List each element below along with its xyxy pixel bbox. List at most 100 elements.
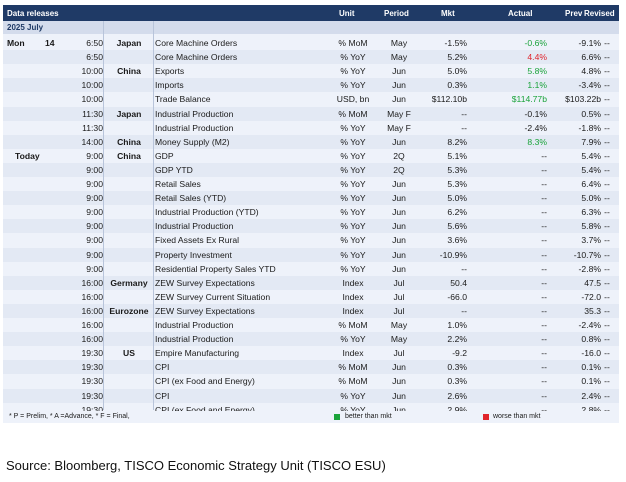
table-row: 19:30 CPI% YoY Jun 2.6% -- 2.4% -- xyxy=(3,388,619,403)
row-actual: -- xyxy=(541,390,547,401)
day-label: Mon xyxy=(7,38,25,48)
row-event: Retail Sales (YTD) xyxy=(155,193,227,204)
row-unit: USD, bn xyxy=(336,94,370,105)
row-actual: 1.1% xyxy=(527,80,547,91)
row-mkt: 5.0% xyxy=(447,193,467,204)
row-unit: % YoY xyxy=(340,207,366,218)
row-revised: -- xyxy=(604,122,610,133)
table-row: 16:00 Industrial Production % YoY May 2.2% --… xyxy=(3,332,619,347)
row-time: 16:00 xyxy=(81,320,103,330)
row-period: Jun xyxy=(392,390,406,401)
row-time: 9:00 xyxy=(86,164,103,175)
row-revised: -- xyxy=(604,52,610,63)
row-mkt: -10.9% xyxy=(439,249,467,260)
row-prev: 6.6% xyxy=(581,52,601,63)
row-event: Industrial Production xyxy=(155,334,234,345)
row-event: Property Investment xyxy=(155,249,232,260)
row-actual: 4.4% xyxy=(527,52,547,63)
row-country: Germany xyxy=(110,277,148,288)
row-unit: % MoM xyxy=(338,362,368,373)
row-mkt: -66.0 xyxy=(447,291,467,302)
row-time: 19:30 xyxy=(81,348,103,359)
row-actual: -0.6% xyxy=(524,38,547,48)
row-event: GDP YTD xyxy=(155,164,193,175)
row-time: 6:50 xyxy=(86,38,103,48)
row-unit: % YoY xyxy=(340,263,366,274)
date-label: 14 xyxy=(45,38,55,48)
row-mkt: -1.5% xyxy=(444,38,467,48)
row-period: May F xyxy=(387,108,411,119)
row-prev: -10.7% xyxy=(573,249,601,260)
footnote-text: * P = Prelim, * A =Advance, * F = Final, xyxy=(9,413,130,420)
row-mkt: 50.4 xyxy=(450,277,467,288)
table-row: 6:50 Japan Core Machine Orders % MoM May -1.5… xyxy=(3,36,619,50)
row-unit: % YoY xyxy=(340,52,366,63)
row-revised: -- xyxy=(604,164,610,175)
row-event: CPI (ex Food and Energy) xyxy=(155,404,255,415)
row-actual: -- xyxy=(541,404,547,415)
table-row: 9:00 Retail Sales (YTD)% YoY Jun 5.0% -- 5.0%… xyxy=(3,191,619,206)
row-actual: -- xyxy=(541,348,547,359)
table-header: Data releases Unit Period Mkt Actual Pre… xyxy=(3,5,619,21)
row-revised: -- xyxy=(604,263,610,274)
row-period: Jun xyxy=(392,136,406,147)
row-actual: -- xyxy=(541,263,547,274)
row-prev: $103.22b xyxy=(565,94,601,105)
header-period: Period xyxy=(384,9,409,18)
row-actual: -- xyxy=(541,221,547,232)
row-period: Jun xyxy=(392,207,406,218)
row-time: 19:30 xyxy=(81,362,103,373)
row-period: Jun xyxy=(392,94,406,105)
row-actual: $114.77b xyxy=(511,94,547,105)
row-period: May F xyxy=(387,122,411,133)
row-time: 9:00 xyxy=(86,150,103,161)
row-event: Retail Sales xyxy=(155,179,201,189)
row-prev: -9.1% xyxy=(578,38,601,48)
row-actual: -- xyxy=(541,291,547,302)
row-unit: % MoM xyxy=(338,320,368,330)
row-prev: 6.3% xyxy=(581,207,601,218)
row-actual: -0.1% xyxy=(524,108,547,119)
today-label: Today xyxy=(15,150,40,161)
row-revised: -- xyxy=(604,277,610,288)
row-time: 10:00 xyxy=(81,94,103,105)
row-prev: 0.8% xyxy=(581,334,601,345)
table-row: 16:00 Industrial Production % MoM May 1.0% --… xyxy=(3,318,619,332)
row-mkt: -9.2 xyxy=(452,348,467,359)
table-row: 19:30 CPI (ex Food and Energy) % MoM Jun 0.3… xyxy=(3,374,619,388)
row-unit: % YoY xyxy=(340,249,366,260)
row-actual: -- xyxy=(541,235,547,246)
row-period: May xyxy=(390,52,408,63)
row-event: Core Machine Orders xyxy=(155,38,238,48)
row-prev: -2.4% xyxy=(578,320,601,330)
row-mkt: $112.10b xyxy=(431,94,467,105)
row-period: Jun xyxy=(392,66,406,77)
row-period: Jun xyxy=(392,179,406,189)
row-time: 16:00 xyxy=(81,277,103,288)
row-revised: -- xyxy=(604,207,610,218)
month-row: 2025 July xyxy=(3,21,619,34)
row-time: 19:30 xyxy=(81,376,103,387)
row-mkt: 5.1% xyxy=(447,150,467,161)
row-prev: -16.0 xyxy=(581,348,601,359)
header-revised: Revised xyxy=(584,9,615,18)
row-mkt: 5.0% xyxy=(447,66,467,77)
row-event: CPI xyxy=(155,362,170,373)
table-row: 14:00 China Money Supply (M2) % YoY Jun 8.2% 8… xyxy=(3,134,619,149)
row-prev: -1.8% xyxy=(578,122,601,133)
row-time: 9:00 xyxy=(86,235,103,246)
row-actual: -- xyxy=(541,376,547,387)
row-time: 16:00 xyxy=(81,305,103,316)
better-than-mkt-swatch xyxy=(334,414,340,420)
row-revised: -- xyxy=(604,94,610,105)
table-row: 11:30 Industrial Production % YoY May F -- -2… xyxy=(3,121,619,135)
row-event: Industrial Production xyxy=(155,320,234,330)
row-period: 2Q xyxy=(393,150,405,161)
row-event: CPI xyxy=(155,390,170,401)
row-revised: -- xyxy=(604,38,610,48)
table-row: 6:50 Core Machine Orders % YoY May 5.2% 4.4% 6… xyxy=(3,50,619,65)
row-time: 11:30 xyxy=(82,108,103,119)
table-row: 9:00 Property Investment% YoY Jun -10.9% -- -… xyxy=(3,247,619,262)
table-row: 9:00 Residential Property Sales YTD % YoY J… xyxy=(3,262,619,276)
row-actual: -- xyxy=(541,334,547,345)
